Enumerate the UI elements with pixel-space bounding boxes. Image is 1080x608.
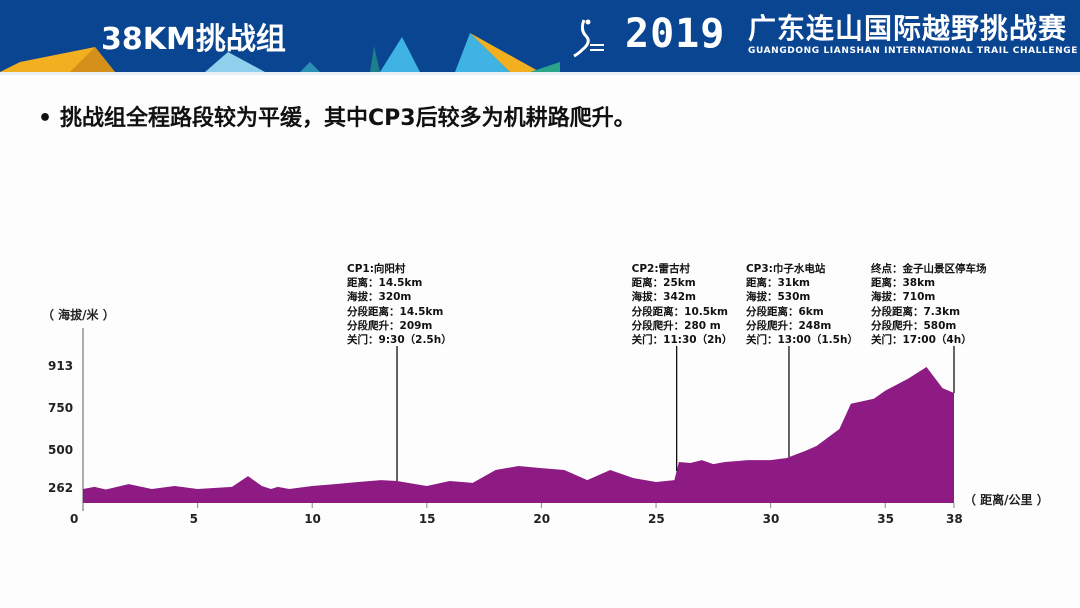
x-tick-label: 0 xyxy=(70,512,79,526)
checkpoint-info-line: CP3:巾子水电站 xyxy=(745,263,826,275)
checkpoint-info-line: 分段距离：7.3km xyxy=(871,305,961,318)
x-tick-label: 38 xyxy=(946,512,963,526)
checkpoint-info-line: 距离：14.5km xyxy=(347,277,423,290)
checkpoint-info-line: 距离：31km xyxy=(745,277,810,290)
x-axis-label: （ 距离/公里 ） xyxy=(964,493,1049,507)
x-tick-label: 20 xyxy=(533,512,551,526)
mountain-decoration xyxy=(0,33,560,72)
mountain-blue-1 xyxy=(205,52,265,72)
checkpoint-info-line: 关门：13:00（1.5h） xyxy=(745,334,858,347)
checkpoint-info-line: CP1:向阳村 xyxy=(347,263,406,275)
y-tick-label: 500 xyxy=(48,443,74,457)
checkpoint-info-line: 海拔：530m xyxy=(745,291,811,304)
page-title: 38KM挑战组 xyxy=(101,22,286,57)
checkpoint-info-line: 分段爬升：280 m xyxy=(631,319,721,332)
checkpoint-info-line: 分段爬升：248m xyxy=(745,319,832,332)
elevation-chart: （ 海拔/米 ） （ 距离/公里 ） 0 5 10 15 20 25 30 35 38 262 50… xyxy=(0,250,1080,540)
x-tick-label: 25 xyxy=(648,512,665,526)
mountain-teal xyxy=(370,46,380,72)
checkpoint-info-line: 海拔：342m xyxy=(631,291,696,304)
x-tick-label: 5 xyxy=(189,512,198,526)
checkpoint-info-line: CP2:雷古村 xyxy=(631,263,691,275)
checkpoint-info-line: 分段距离：10.5km xyxy=(631,305,728,318)
checkpoint-info-line: 距离：38km xyxy=(871,277,936,290)
checkpoint-info-line: 终点：金子山景区停车场 xyxy=(871,263,987,275)
x-tick-label: 35 xyxy=(877,512,894,526)
description-bullet: • 挑战组全程路段较为平缓，其中CP3后较多为机耕路爬升。 xyxy=(38,102,658,136)
y-tick-label: 750 xyxy=(48,401,74,415)
logo-year: 2019 xyxy=(625,11,726,57)
checkpoint-info-line: 海拔：320m xyxy=(347,291,412,304)
x-tick-label: 30 xyxy=(762,512,780,526)
mountain-yellow-right xyxy=(470,33,540,72)
elevation-area xyxy=(83,367,954,503)
y-tick-label: 913 xyxy=(48,359,74,373)
bullet-marker: • xyxy=(38,106,53,131)
checkpoint-info: CP2:雷古村 距离：25km 海拔：342m 分段距离：10.5km 分段爬升：280… xyxy=(632,262,733,347)
header-banner: 38KM挑战组 2019 广东连山国际越野挑战赛 GUANGDONG LIANS… xyxy=(0,0,1080,72)
logo-event-name-en: GUANGDONG LIANSHAN INTERNATIONAL TRAIL C… xyxy=(748,46,1078,56)
checkpoint-info-line: 分段爬升：209m xyxy=(347,319,433,332)
mountain-blue-2 xyxy=(300,62,320,72)
y-axis-label: （ 海拔/米 ） xyxy=(42,308,115,322)
x-tick-label: 15 xyxy=(418,512,436,526)
checkpoint-info: 终点：金子山景区停车场 距离：38km 海拔：710m 分段距离：7.3km 分段爬升：… xyxy=(871,262,987,347)
mountain-blue-4 xyxy=(455,33,510,72)
mountain-blue-3 xyxy=(380,37,420,72)
y-tick-label: 262 xyxy=(48,481,74,495)
x-tick-label: 10 xyxy=(304,512,321,526)
header-divider xyxy=(0,72,1080,75)
checkpoint-info-line: 分段距离：14.5km xyxy=(347,305,444,318)
checkpoint-info: CP1:向阳村距离：14.5km 海拔：320m 分段距离：14.5km 分段爬升：2… xyxy=(347,262,452,347)
checkpoint-info-line: 关门：9:30（2.5h） xyxy=(347,334,452,347)
checkpoint-info-line: 关门：11:30（2h） xyxy=(631,334,733,347)
description-text: 挑战组全程路段较为平缓，其中CP3后较多为机耕路爬升。 xyxy=(60,106,636,131)
runner-logo-icon xyxy=(573,19,604,58)
checkpoint-info-line: 海拔：710m xyxy=(871,291,936,304)
checkpoint-info: CP3:巾子水电站 距离：31km 海拔：530m 分段距离：6km 分段爬升：248m… xyxy=(746,262,858,347)
checkpoint-info-line: 分段爬升：580m xyxy=(871,319,957,332)
logo-event-name: 广东连山国际越野挑战赛 xyxy=(748,12,1068,45)
checkpoint-info-line: 关门：17:00（4h） xyxy=(871,334,972,347)
checkpoint-info-line: 分段距离：6km xyxy=(745,305,824,318)
elevation-chart-svg xyxy=(82,328,955,511)
checkpoint-info-line: 距离：25km xyxy=(631,277,696,290)
